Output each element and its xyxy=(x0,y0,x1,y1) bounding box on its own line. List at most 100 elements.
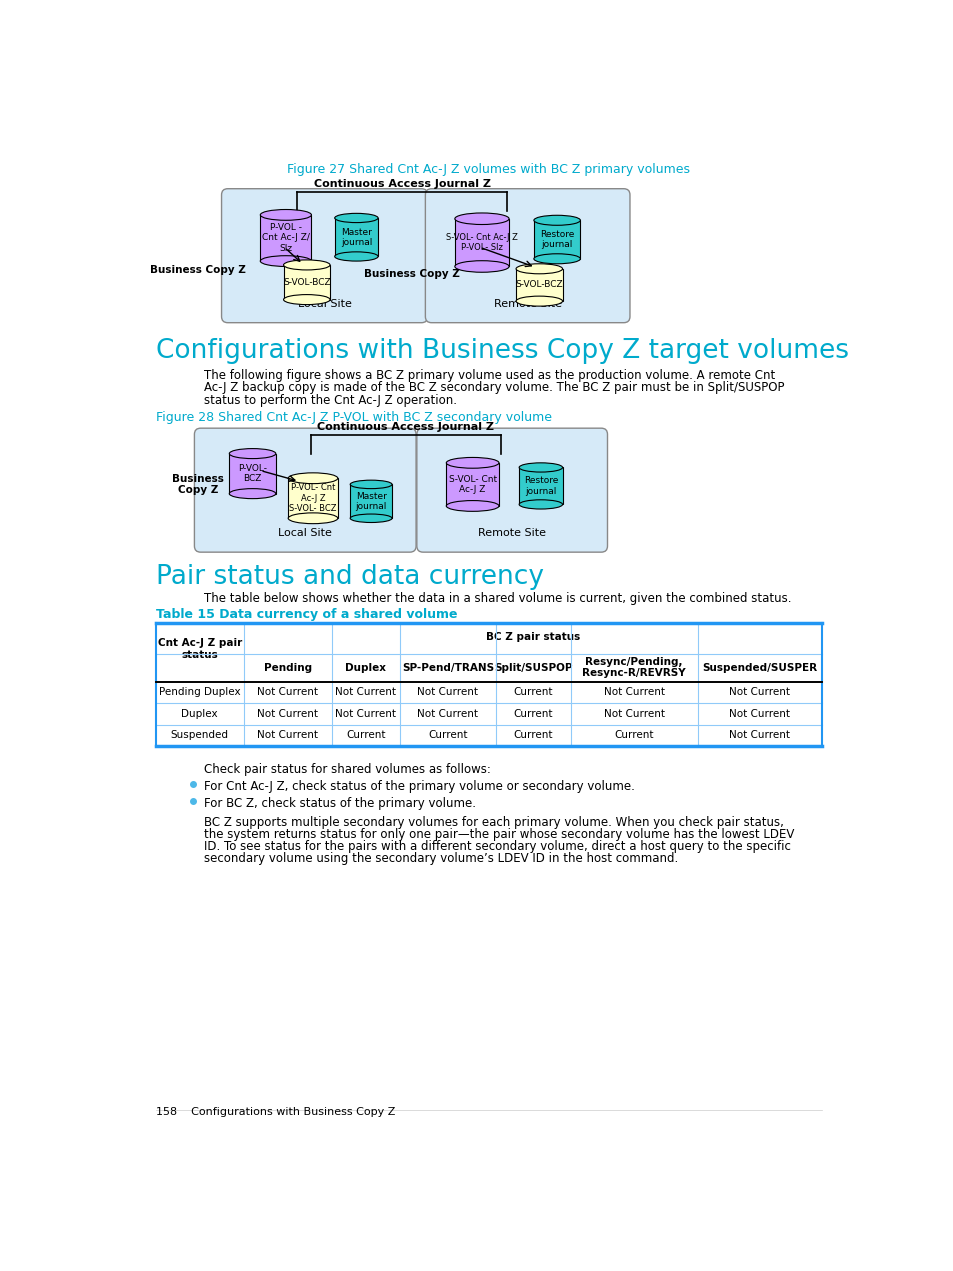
Text: Not Current: Not Current xyxy=(335,688,396,698)
Ellipse shape xyxy=(446,458,498,468)
Text: Cnt Ac-J Z pair
status: Cnt Ac-J Z pair status xyxy=(157,638,241,660)
Text: Remote Site: Remote Site xyxy=(493,299,561,309)
Ellipse shape xyxy=(455,214,509,225)
Bar xyxy=(455,219,509,267)
Bar xyxy=(518,468,562,505)
Text: SP-Pend/TRANS: SP-Pend/TRANS xyxy=(401,662,494,672)
Text: Master
journal: Master journal xyxy=(355,492,386,511)
Text: Local Site: Local Site xyxy=(278,529,332,539)
Ellipse shape xyxy=(288,473,337,484)
Text: S-VOL- Cnt Ac-J Z
P-VOL- Slz: S-VOL- Cnt Ac-J Z P-VOL- Slz xyxy=(446,233,517,253)
FancyBboxPatch shape xyxy=(425,188,629,323)
Ellipse shape xyxy=(516,264,562,273)
Text: Figure 27 Shared Cnt Ac-J Z volumes with BC Z primary volumes: Figure 27 Shared Cnt Ac-J Z volumes with… xyxy=(287,163,690,175)
Text: BC Z supports multiple secondary volumes for each primary volume. When you check: BC Z supports multiple secondary volumes… xyxy=(204,816,783,829)
Text: Not Current: Not Current xyxy=(729,731,789,741)
Text: Continuous Access Journal Z: Continuous Access Journal Z xyxy=(317,422,494,432)
Text: Not Current: Not Current xyxy=(257,731,317,741)
Ellipse shape xyxy=(283,261,330,269)
Text: P-VOL-
BCZ: P-VOL- BCZ xyxy=(238,464,267,483)
Ellipse shape xyxy=(335,252,377,261)
Text: For BC Z, check status of the primary volume.: For BC Z, check status of the primary vo… xyxy=(204,797,476,810)
Text: Business Copy Z: Business Copy Z xyxy=(151,266,246,276)
Text: Not Current: Not Current xyxy=(603,688,664,698)
Text: 158    Configurations with Business Copy Z: 158 Configurations with Business Copy Z xyxy=(155,1107,395,1117)
Ellipse shape xyxy=(229,449,275,459)
Text: Not Current: Not Current xyxy=(417,688,478,698)
Bar xyxy=(229,454,275,493)
Ellipse shape xyxy=(516,296,562,306)
Text: Remote Site: Remote Site xyxy=(477,529,546,539)
Text: Current: Current xyxy=(513,731,553,741)
Text: Business Copy Z: Business Copy Z xyxy=(364,269,459,280)
Text: S-VOL- Cnt
Ac-J Z: S-VOL- Cnt Ac-J Z xyxy=(448,474,497,494)
Text: secondary volume using the secondary volume’s LDEV ID in the host command.: secondary volume using the secondary vol… xyxy=(204,852,678,866)
Ellipse shape xyxy=(446,501,498,511)
Text: Pending: Pending xyxy=(263,662,312,672)
Text: Not Current: Not Current xyxy=(257,688,317,698)
Bar xyxy=(350,484,392,519)
Text: The table below shows whether the data in a shared volume is current, given the : The table below shows whether the data i… xyxy=(204,592,791,605)
Text: Current: Current xyxy=(428,731,467,741)
Bar xyxy=(335,217,377,257)
Ellipse shape xyxy=(260,255,311,267)
Ellipse shape xyxy=(518,500,562,508)
Ellipse shape xyxy=(518,463,562,472)
Text: Suspended/SUSPER: Suspended/SUSPER xyxy=(701,662,817,672)
Text: Continuous Access Journal Z: Continuous Access Journal Z xyxy=(314,179,490,189)
Text: Pair status and data currency: Pair status and data currency xyxy=(155,564,543,590)
Ellipse shape xyxy=(534,215,579,225)
Text: Not Current: Not Current xyxy=(335,709,396,719)
Text: Not Current: Not Current xyxy=(257,709,317,719)
Ellipse shape xyxy=(335,214,377,222)
Text: S-VOL-BCZ: S-VOL-BCZ xyxy=(515,281,562,290)
Bar xyxy=(446,463,498,506)
Text: BC Z pair status: BC Z pair status xyxy=(485,632,579,642)
Text: Duplex: Duplex xyxy=(345,662,386,672)
Text: the system returns status for only one pair—the pair whose secondary volume has : the system returns status for only one p… xyxy=(204,829,794,841)
Text: P-VOL- Cnt
Ac-J Z
S-VOL- BCZ: P-VOL- Cnt Ac-J Z S-VOL- BCZ xyxy=(289,483,336,513)
Bar xyxy=(516,268,562,301)
FancyBboxPatch shape xyxy=(221,188,427,323)
Ellipse shape xyxy=(283,295,330,305)
Text: Not Current: Not Current xyxy=(417,709,478,719)
Text: For Cnt Ac-J Z, check status of the primary volume or secondary volume.: For Cnt Ac-J Z, check status of the prim… xyxy=(204,780,635,793)
Text: Business
Copy Z: Business Copy Z xyxy=(172,474,224,496)
Text: P-VOL -
Cnt Ac-J Z/
Slz: P-VOL - Cnt Ac-J Z/ Slz xyxy=(262,224,310,253)
Text: Duplex: Duplex xyxy=(181,709,217,719)
Ellipse shape xyxy=(288,513,337,524)
Text: Restore
journal: Restore journal xyxy=(523,477,558,496)
Text: Not Current: Not Current xyxy=(603,709,664,719)
Ellipse shape xyxy=(260,210,311,220)
Text: Not Current: Not Current xyxy=(729,709,789,719)
Text: The following figure shows a BC Z primary volume used as the production volume. : The following figure shows a BC Z primar… xyxy=(204,369,775,381)
Text: Current: Current xyxy=(346,731,385,741)
Text: Split/SUSPOP: Split/SUSPOP xyxy=(494,662,572,672)
Text: Local Site: Local Site xyxy=(297,299,352,309)
Text: Suspended: Suspended xyxy=(171,731,229,741)
Bar xyxy=(283,264,330,300)
Text: Check pair status for shared volumes as follows:: Check pair status for shared volumes as … xyxy=(204,763,491,777)
Bar xyxy=(260,215,311,261)
Text: Not Current: Not Current xyxy=(729,688,789,698)
Text: Configurations with Business Copy Z target volumes: Configurations with Business Copy Z targ… xyxy=(155,338,848,364)
Ellipse shape xyxy=(350,480,392,488)
Text: Current: Current xyxy=(513,709,553,719)
Bar xyxy=(534,220,579,259)
Ellipse shape xyxy=(534,254,579,264)
Text: Master
journal: Master journal xyxy=(340,228,372,247)
Text: Restore
journal: Restore journal xyxy=(539,230,574,249)
Text: Resync/Pending,
Resync-R/REVRSY: Resync/Pending, Resync-R/REVRSY xyxy=(581,657,685,679)
Text: ID. To see status for the pairs with a different secondary volume, direct a host: ID. To see status for the pairs with a d… xyxy=(204,840,791,853)
Text: S-VOL-BCZ: S-VOL-BCZ xyxy=(283,278,331,287)
Text: Table 15 Data currency of a shared volume: Table 15 Data currency of a shared volum… xyxy=(155,608,456,620)
Text: Figure 28 Shared Cnt Ac-J Z P-VOL with BC Z secondary volume: Figure 28 Shared Cnt Ac-J Z P-VOL with B… xyxy=(155,412,551,425)
Text: Current: Current xyxy=(513,688,553,698)
Text: Pending Duplex: Pending Duplex xyxy=(159,688,240,698)
FancyBboxPatch shape xyxy=(416,428,607,552)
FancyBboxPatch shape xyxy=(194,428,416,552)
Ellipse shape xyxy=(350,513,392,522)
Ellipse shape xyxy=(229,488,275,498)
Text: Current: Current xyxy=(614,731,654,741)
Text: Ac-J Z backup copy is made of the BC Z secondary volume. The BC Z pair must be i: Ac-J Z backup copy is made of the BC Z s… xyxy=(204,381,784,394)
